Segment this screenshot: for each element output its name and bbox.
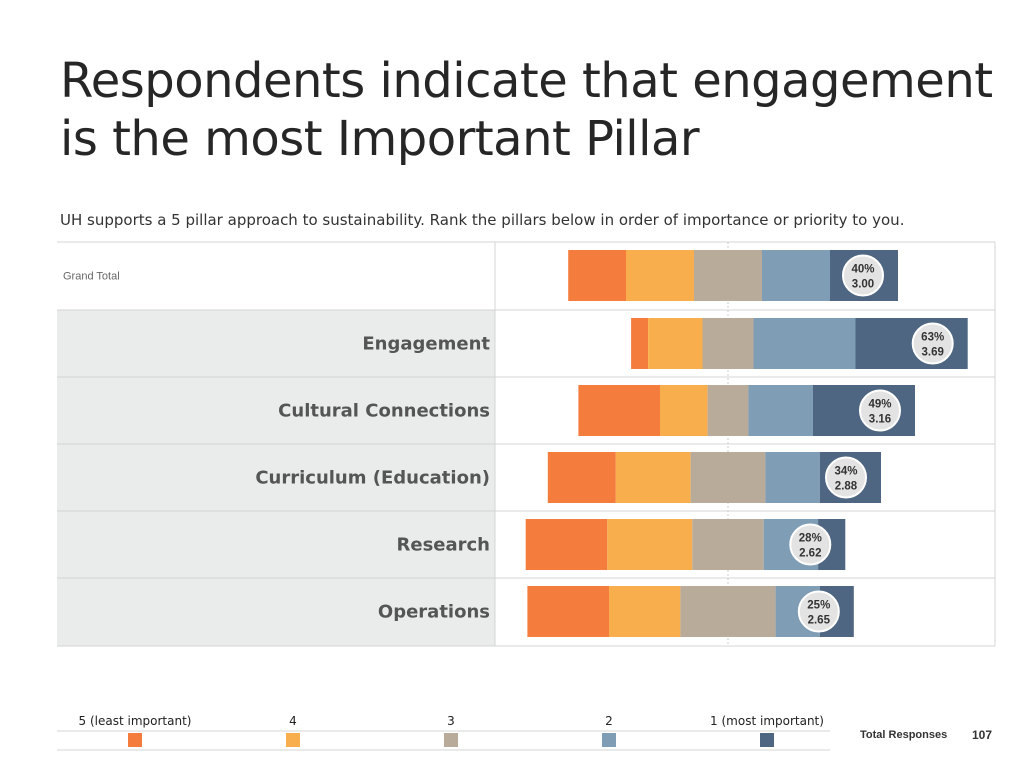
- row-label-background: [57, 511, 495, 578]
- bar-engagement-4: [648, 318, 703, 369]
- category-label-curriculum-education: Curriculum (Education): [255, 468, 490, 489]
- bar-operations-5-least-important: [527, 586, 609, 637]
- annotation-percent-operations: 25%: [807, 600, 830, 612]
- bar-engagement-3: [702, 318, 754, 369]
- annotation-mean-research: 2.62: [799, 548, 821, 560]
- legend-swatch-1-most-important: [760, 733, 774, 747]
- total-responses-value: 107: [972, 728, 992, 742]
- bar-engagement-5-least-important: [631, 318, 649, 369]
- legend-swatch-4: [286, 733, 300, 747]
- category-label-operations: Operations: [378, 602, 490, 623]
- bar-grand-total-3: [694, 250, 762, 301]
- annotation-percent-engagement: 63%: [921, 332, 944, 344]
- legend-label-1-most-important: 1 (most important): [710, 714, 824, 728]
- annotation-bubble-curriculum-education: [825, 456, 867, 499]
- annotation-percent-research: 28%: [799, 533, 822, 545]
- category-label-cultural-connections: Cultural Connections: [278, 401, 490, 422]
- page-title: Respondents indicate that engagement is …: [60, 53, 993, 167]
- annotation-bubble-grand-total: [842, 254, 884, 297]
- category-label-grand-total: Grand Total: [63, 271, 120, 283]
- category-label-engagement: Engagement: [362, 334, 490, 355]
- legend-swatch-5-least-important: [128, 733, 142, 747]
- bar-operations-3: [680, 586, 776, 637]
- annotation-mean-grand-total: 3.00: [852, 279, 874, 291]
- bar-grand-total-4: [626, 250, 694, 301]
- bar-grand-total-2: [762, 250, 830, 301]
- bar-cultural-connections-4: [660, 385, 708, 436]
- annotation-percent-cultural-connections: 49%: [868, 399, 891, 411]
- bar-cultural-connections-5-least-important: [578, 385, 660, 436]
- bar-curriculum-education-3: [690, 452, 766, 503]
- category-label-research: Research: [397, 535, 491, 556]
- row-label-background: [57, 310, 495, 377]
- annotation-mean-operations: 2.65: [808, 615, 831, 627]
- bar-research-4: [607, 519, 693, 570]
- legend-label-5-least-important: 5 (least important): [79, 714, 192, 728]
- chart-subtitle: UH supports a 5 pillar approach to susta…: [60, 211, 905, 229]
- annotation-mean-engagement: 3.69: [922, 347, 944, 359]
- legend-label-2: 2: [605, 714, 613, 728]
- annotation-bubble-cultural-connections: [859, 389, 901, 432]
- annotation-mean-curriculum-education: 2.88: [835, 481, 858, 493]
- row-label-background: [57, 444, 495, 511]
- bar-cultural-connections-2: [748, 385, 813, 436]
- annotation-percent-curriculum-education: 34%: [834, 466, 857, 478]
- annotation-mean-cultural-connections: 3.16: [869, 414, 891, 426]
- annotation-bubble-engagement: [911, 322, 954, 365]
- total-responses-label: Total Responses: [860, 729, 947, 741]
- bar-curriculum-education-5-least-important: [547, 452, 616, 503]
- annotation-bubble-operations: [797, 590, 840, 633]
- annotation-bubble-research: [789, 523, 832, 566]
- bar-research-3: [692, 519, 764, 570]
- bar-research-5-least-important: [525, 519, 608, 570]
- bar-cultural-connections-3: [707, 385, 749, 436]
- row-label-background: [57, 578, 495, 646]
- legend-swatch-2: [602, 733, 616, 747]
- legend-swatch-3: [444, 733, 458, 747]
- bar-engagement-2: [753, 318, 856, 369]
- bar-grand-total-5-least-important: [568, 250, 626, 301]
- bar-curriculum-education-4: [615, 452, 691, 503]
- bar-curriculum-education-2: [765, 452, 820, 503]
- annotation-percent-grand-total: 40%: [851, 264, 874, 276]
- row-label-background: [57, 377, 495, 444]
- legend-label-4: 4: [289, 714, 297, 728]
- bar-operations-4: [609, 586, 681, 637]
- legend-label-3: 3: [447, 714, 455, 728]
